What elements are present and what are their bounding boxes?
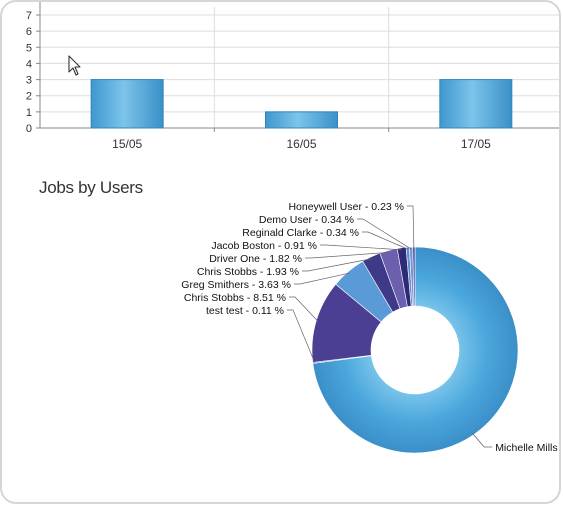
leader-line <box>305 252 389 259</box>
y-tick-label: 0 <box>26 123 32 135</box>
slice-label: Michelle Mills <box>495 442 557 454</box>
y-tick-label: 3 <box>26 75 32 87</box>
y-tick-label: 2 <box>26 91 32 103</box>
leader-line <box>287 309 316 363</box>
y-tick-label: 4 <box>26 58 32 70</box>
bar <box>265 111 338 129</box>
bar <box>439 79 513 129</box>
slice-label: Jacob Boston - 0.91 % <box>211 240 317 252</box>
y-tick-label: 5 <box>26 42 32 54</box>
x-tick-label: 15/05 <box>112 137 142 151</box>
slice-label: test test - 0.11 % <box>206 305 284 317</box>
leader-line <box>320 244 402 251</box>
slice-label: Driver One - 1.82 % <box>209 253 302 265</box>
y-tick-label: 6 <box>26 26 32 38</box>
slice-label: Honeywell User - 0.23 % <box>288 201 404 213</box>
leader-line <box>357 218 412 250</box>
leader-line <box>471 432 493 448</box>
leader-line <box>407 205 415 250</box>
x-tick-label: 16/05 <box>286 137 316 151</box>
donut-slice <box>312 246 519 454</box>
leader-line <box>362 231 409 250</box>
donut-chart: Michelle Mills Honeywell User - 0.23 %Dem… <box>181 201 557 454</box>
leader-line <box>302 258 373 272</box>
slice-label: Greg Smithers - 3.63 % <box>181 279 291 291</box>
slice-label: Chris Stobbs - 8.51 % <box>184 292 286 304</box>
slice-label: Chris Stobbs - 1.93 % <box>197 266 299 278</box>
y-tick-label: 1 <box>26 107 32 119</box>
slice-label: Demo User - 0.34 % <box>259 214 354 226</box>
leader-line <box>294 272 350 285</box>
mouse-cursor-icon <box>68 55 81 76</box>
x-tick-label: 17/05 <box>461 137 491 151</box>
y-tick-label: 7 <box>26 10 32 22</box>
bar <box>90 79 164 129</box>
leader-line <box>289 296 319 322</box>
bar-chart: 0 1 2 3 4 5 6 7 15/05 16/05 17/05 <box>26 2 559 151</box>
slice-label: Reginald Clarke - 0.34 % <box>242 227 359 239</box>
jobs-by-users-title: Jobs by Users <box>39 178 143 197</box>
donut-slice <box>412 246 416 307</box>
